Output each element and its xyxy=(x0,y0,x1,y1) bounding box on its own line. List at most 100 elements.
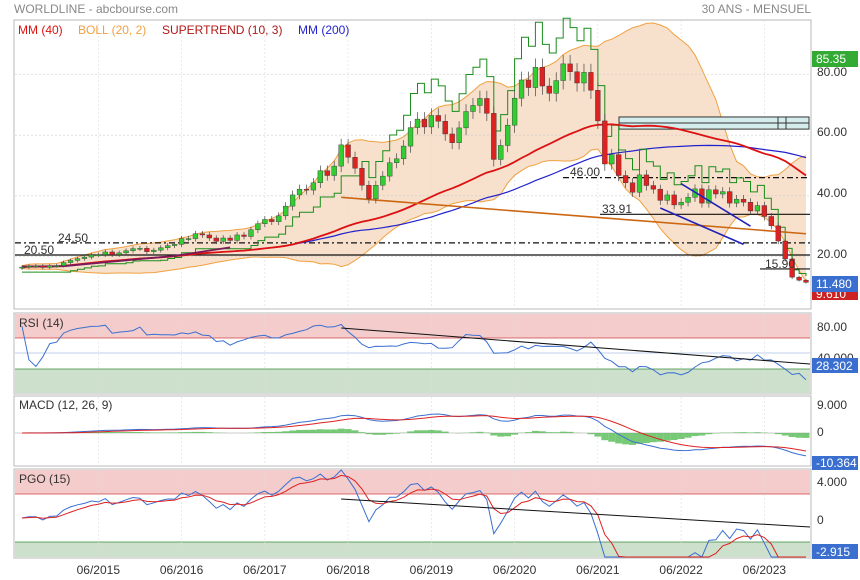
candle-body-28 xyxy=(213,237,219,242)
rsi-trendline xyxy=(341,327,811,365)
macd-hist-73 xyxy=(525,432,532,433)
x-label-3: 06/2018 xyxy=(326,563,370,577)
legend-mm40: MM (40) xyxy=(18,23,63,37)
channel-upper xyxy=(680,183,751,227)
candle-body-3 xyxy=(40,265,46,268)
candle-body-110 xyxy=(782,240,788,260)
macd-hist-54 xyxy=(393,433,401,434)
macd-hist-49 xyxy=(358,432,366,433)
candle-body-105 xyxy=(747,202,754,212)
pgo-lower-zone xyxy=(15,542,810,557)
candle-body-15 xyxy=(123,250,129,254)
candlesticks xyxy=(19,55,809,284)
candle-body-9 xyxy=(81,256,88,259)
candle-body-83 xyxy=(595,90,601,122)
candle-body-50 xyxy=(366,185,372,200)
vertical-grid xyxy=(98,20,765,557)
target-price-value: 85.35 xyxy=(816,52,846,66)
candle-body-47 xyxy=(345,144,351,158)
candle-body-75 xyxy=(539,67,545,87)
pgo-label: PGO (15) xyxy=(19,472,70,486)
candle-body-24 xyxy=(185,238,192,240)
candle-body-17 xyxy=(137,248,143,250)
candle-body-34 xyxy=(255,223,261,231)
level-label-1590: 15.90 xyxy=(765,257,795,271)
macd-hist-97 xyxy=(691,433,699,437)
macd-hist-23 xyxy=(178,432,186,433)
macd-hist-18 xyxy=(143,432,151,433)
macd-hist-86 xyxy=(615,433,623,444)
macd-hist-46 xyxy=(337,428,345,433)
candle-body-18 xyxy=(144,248,150,252)
candle-body-16 xyxy=(130,248,136,251)
x-label-8: 06/2023 xyxy=(743,563,787,577)
legend-boll: BOLL (20, 2) xyxy=(78,23,146,37)
macd-hist-48 xyxy=(351,430,359,433)
candle-body-26 xyxy=(199,233,206,236)
candle-body-65 xyxy=(470,105,476,112)
rsi-line xyxy=(21,323,811,381)
macd-hist-15 xyxy=(122,432,130,433)
orange-trend-line xyxy=(341,196,807,235)
macd-hist-60 xyxy=(434,430,442,433)
macd-hist-22 xyxy=(171,432,179,433)
candle-body-90 xyxy=(643,174,650,186)
macd-hist-25 xyxy=(191,431,199,433)
macd-tick-9: 9.000 xyxy=(817,398,847,412)
macd-hist-56 xyxy=(407,431,414,433)
supertrend-line xyxy=(22,17,807,277)
candle-body-38 xyxy=(283,205,289,217)
bollinger-upper xyxy=(21,22,807,267)
indicator-lines xyxy=(21,17,807,277)
macd-hist-88 xyxy=(629,433,637,445)
macd-value: -10.364 xyxy=(816,456,857,470)
macd-hist-14 xyxy=(115,432,123,433)
macd-hist-27 xyxy=(205,432,213,433)
candle-body-106 xyxy=(754,205,761,212)
candle-body-0 xyxy=(19,266,25,269)
last-price-value: 11.480 xyxy=(816,277,852,291)
chart-source-title: WORLDLINE - abcbourse.com xyxy=(14,2,178,16)
candle-body-22 xyxy=(172,244,178,246)
macd-hist-58 xyxy=(420,430,428,433)
macd-hist-105 xyxy=(747,432,754,433)
candle-body-113 xyxy=(803,279,809,283)
macd-tick-0: 0 xyxy=(817,425,824,439)
macd-hist-39 xyxy=(289,430,297,433)
candle-body-109 xyxy=(775,225,781,242)
candle-body-52 xyxy=(380,175,386,186)
macd-hist-112 xyxy=(795,433,803,438)
candle-body-66 xyxy=(477,98,483,106)
macd-hist-95 xyxy=(677,433,685,439)
macd-hist-89 xyxy=(636,433,643,444)
x-label-7: 06/2022 xyxy=(659,563,703,577)
candle-body-35 xyxy=(262,219,268,224)
candle-body-84 xyxy=(602,120,608,165)
candle-body-37 xyxy=(276,215,282,222)
candle-body-58 xyxy=(421,118,428,128)
pgo-value-tag xyxy=(812,544,858,559)
last-price-tag xyxy=(812,276,858,292)
rsi-overbought-zone xyxy=(15,314,810,338)
bollinger-lower xyxy=(21,148,807,282)
candle-body-25 xyxy=(192,233,199,239)
level-label-2450: 24.50 xyxy=(58,231,88,245)
x-label-5: 06/2020 xyxy=(493,563,537,577)
candle-body-101 xyxy=(720,191,726,195)
macd-hist-36 xyxy=(268,431,276,433)
candle-body-13 xyxy=(109,251,115,255)
candle-body-53 xyxy=(387,162,393,177)
macd-hist-17 xyxy=(136,432,144,433)
pgo-trendline xyxy=(341,498,811,528)
candle-body-33 xyxy=(248,229,254,237)
candle-body-32 xyxy=(241,234,247,237)
macd-hist-16 xyxy=(129,432,137,433)
candle-body-57 xyxy=(414,118,421,128)
macd-panel xyxy=(13,395,812,467)
candle-body-100 xyxy=(713,189,719,195)
candle-body-71 xyxy=(511,97,518,126)
candle-body-95 xyxy=(678,202,684,206)
pgo-lines xyxy=(21,469,811,558)
candle-body-11 xyxy=(95,254,101,256)
